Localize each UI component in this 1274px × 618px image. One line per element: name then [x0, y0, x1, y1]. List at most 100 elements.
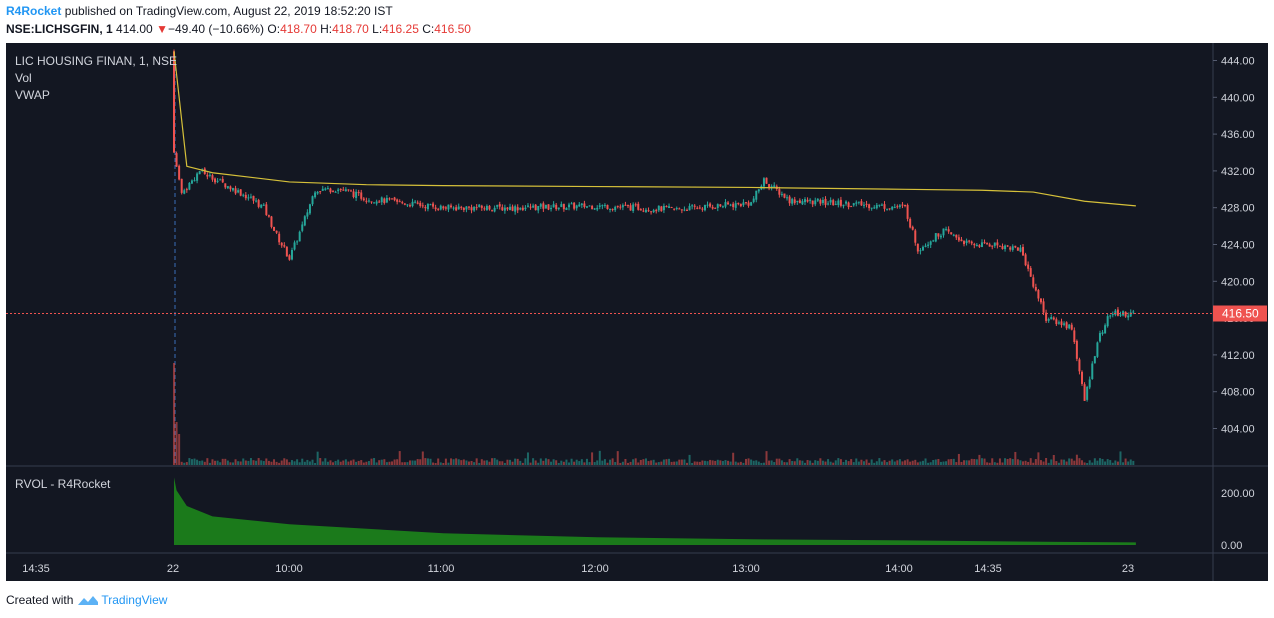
open-label: O:: [267, 22, 281, 36]
open-value: 418.70: [280, 22, 317, 36]
candle-body: [347, 189, 350, 191]
volume-bar: [686, 462, 688, 465]
volume-bar: [950, 459, 953, 465]
volume-bar: [675, 461, 678, 465]
volume-bar: [378, 460, 381, 465]
candle-body: [255, 200, 258, 202]
candle-body: [288, 255, 291, 260]
volume-bar: [696, 461, 699, 465]
candle-body: [734, 203, 737, 208]
volume-bar: [224, 458, 227, 465]
candle-body: [945, 228, 948, 230]
candle-body: [770, 186, 773, 188]
symbol-label: NSE:LICHSGFIN, 1: [6, 22, 113, 36]
candle-body: [378, 201, 381, 203]
volume-bar: [421, 451, 424, 465]
volume-bar: [914, 459, 917, 465]
volume-bar: [529, 462, 532, 465]
volume-bar: [819, 458, 822, 465]
candle-body: [244, 194, 247, 199]
volume-bar: [791, 461, 794, 465]
volume-bar: [1129, 459, 1132, 465]
candle-body: [308, 204, 311, 214]
candle-body: [683, 209, 686, 211]
volume-bar: [814, 460, 817, 465]
volume-bar: [244, 460, 247, 465]
candle-body: [509, 206, 512, 211]
candle-body: [729, 204, 732, 206]
candle-body: [906, 205, 909, 219]
candle-body: [642, 210, 645, 212]
volume-bar: [288, 462, 291, 465]
volume-bar: [963, 460, 966, 465]
volume-bar: [437, 458, 440, 465]
published-text: published on TradingView.com, August 22,…: [64, 4, 393, 18]
candle-body: [252, 195, 255, 201]
candle-body: [337, 189, 340, 192]
candle-body: [803, 199, 806, 203]
volume-bar: [773, 462, 776, 465]
volume-bar: [644, 458, 647, 465]
volume-bar: [280, 460, 283, 465]
volume-bar: [196, 459, 199, 465]
volume-bar: [511, 461, 514, 465]
candle-body: [437, 208, 440, 210]
volume-bar: [180, 461, 183, 465]
volume-bar: [1004, 458, 1007, 465]
volume-bar: [206, 458, 209, 465]
overlay-lines: [6, 51, 1213, 314]
volume-bar: [965, 460, 968, 465]
volume-bar: [234, 459, 237, 465]
candle-body: [716, 204, 719, 208]
volume-bar: [1078, 458, 1081, 465]
volume-bar: [391, 461, 394, 465]
volume-bar: [208, 462, 211, 465]
volume-bar: [1001, 462, 1004, 465]
volume-bar: [483, 460, 486, 465]
author-link[interactable]: R4Rocket: [6, 4, 62, 18]
tradingview-link[interactable]: TradingView: [101, 593, 168, 607]
candle-body: [737, 203, 740, 205]
volume-bar: [937, 459, 940, 465]
volume-bar: [344, 459, 347, 465]
candle-body: [611, 208, 614, 210]
candle-body: [326, 188, 329, 190]
volume-bar: [845, 459, 848, 465]
volume-bar: [904, 460, 907, 465]
candle-body: [627, 205, 630, 207]
volume-bar: [1086, 462, 1089, 465]
candle-body: [786, 197, 789, 199]
candle-body: [1086, 386, 1089, 400]
candle-body: [752, 198, 755, 202]
candle-body: [601, 205, 604, 207]
time-axis[interactable]: 14:35 22 10:00 11:00 12:00 13:00 14:00 14:35 23: [22, 563, 1134, 575]
candle-body: [539, 204, 542, 207]
volume-bar: [311, 459, 314, 465]
volume-bar: [888, 460, 891, 465]
candle-body: [806, 199, 809, 202]
candle-body: [1052, 317, 1055, 320]
volume-bar: [929, 462, 932, 465]
volume-bar: [765, 451, 768, 465]
candle-body: [516, 207, 519, 211]
candle-body: [383, 198, 386, 204]
candle-body: [424, 207, 427, 209]
volume-bar: [778, 458, 781, 465]
volume-bar: [909, 461, 912, 465]
candle-body: [247, 197, 250, 199]
volume-bar: [1116, 461, 1119, 465]
time-tick-label: 22: [167, 563, 179, 575]
volume-bar: [973, 459, 976, 465]
candle-body: [488, 205, 491, 210]
candle-body: [798, 200, 801, 204]
volume-bar: [478, 462, 481, 465]
candle-body: [285, 246, 288, 257]
candle-body: [634, 204, 637, 206]
volume-bar: [1111, 462, 1114, 465]
volume-bar: [262, 461, 265, 465]
candle-body: [524, 207, 527, 210]
volume-bar: [465, 460, 468, 465]
volume-bar: [470, 460, 473, 465]
candle-body: [650, 211, 653, 213]
